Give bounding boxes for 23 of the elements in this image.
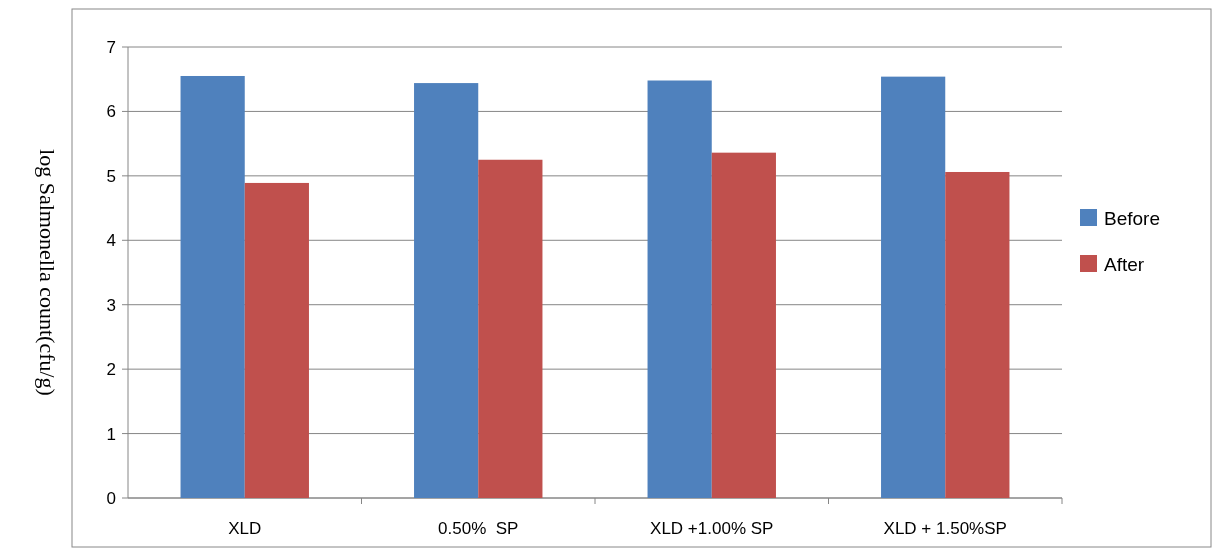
y-tick-label: 3	[106, 295, 116, 315]
y-tick-label: 4	[106, 231, 116, 251]
x-tick-label: XLD	[228, 519, 262, 538]
y-tick-label: 7	[106, 37, 116, 57]
y-tick-label: 5	[106, 166, 116, 186]
x-tick-label: XLD +1.00% SP	[650, 519, 774, 538]
y-tick-label: 2	[106, 360, 116, 380]
bar	[478, 159, 543, 498]
legend-label: Before	[1104, 207, 1160, 229]
bar	[945, 171, 1010, 498]
y-tick-label: 1	[106, 424, 116, 444]
y-tick-label: 0	[106, 488, 116, 508]
bar	[180, 75, 245, 498]
x-tick-label: XLD + 1.50%SP	[883, 519, 1007, 538]
y-axis-title: log Salmonella count(cfu/g)	[35, 149, 60, 396]
y-tick-label: 6	[106, 102, 116, 122]
x-tick-label: 0.50% SP	[438, 519, 519, 538]
bar	[647, 80, 712, 498]
bar	[711, 152, 776, 498]
bar	[244, 182, 309, 498]
bar	[414, 83, 479, 498]
legend-label: After	[1104, 253, 1145, 275]
bar	[881, 76, 946, 498]
